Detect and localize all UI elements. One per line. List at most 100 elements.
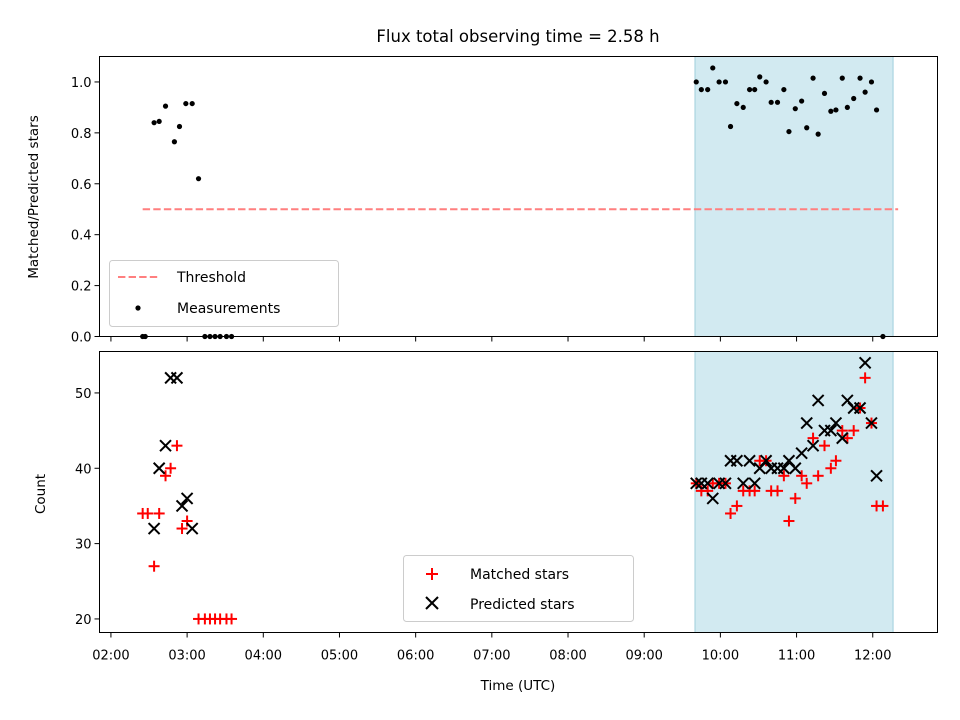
legend-matched-label: Matched stars [470, 567, 569, 583]
measurement-point [171, 139, 178, 145]
legend-predicted-label: Predicted stars [470, 597, 575, 613]
predicted-star-point [175, 499, 189, 513]
predicted-star-point [701, 477, 714, 490]
matched-star-point [836, 425, 848, 437]
legend-predicted-swatch [425, 596, 439, 610]
measurement-point [698, 86, 704, 93]
y-tick-label: 40 [75, 462, 92, 477]
measurement-point [862, 89, 868, 95]
matched-star-point [153, 507, 165, 519]
y-tick-label: 30 [75, 538, 92, 553]
measurement-point [752, 86, 758, 93]
y-tick-label: 0.6 [71, 178, 92, 193]
matched-star-point [848, 425, 860, 437]
shaded-interval [694, 56, 894, 337]
measurement-point [810, 75, 816, 81]
measurement-point [705, 86, 711, 93]
matched-star-point [226, 613, 238, 625]
y-tick-label: 50 [75, 387, 92, 402]
matched-star-point [812, 470, 824, 482]
measurement-point [162, 103, 169, 109]
measurement-point [844, 104, 850, 111]
ratio-legend-box [109, 260, 339, 327]
observing-window-shade [694, 56, 894, 337]
matched-star-point [176, 523, 188, 535]
matched-star-point [859, 372, 871, 384]
measurement-point [151, 120, 157, 126]
predicted-star-point [800, 416, 813, 430]
predicted-star-point [185, 522, 199, 535]
ratio-y-ticks: 0.0 0.2 0.4 0.6 0.8 1.0 [71, 76, 100, 346]
predicted-star-point [737, 477, 750, 490]
predicted-star-point [865, 416, 878, 430]
measurement-point [176, 123, 183, 130]
y-tick-label: 20 [75, 613, 92, 628]
observing-window-shade [694, 351, 894, 633]
shaded-interval [694, 351, 894, 633]
count-x-ticks: 02:00 03:00 04:00 05:00 06:00 07:00 08:00 09:00… [92, 632, 891, 664]
legend-threshold-label: Threshold [176, 270, 246, 286]
measurement-point [851, 95, 857, 102]
ratio-x-ticks [110, 336, 874, 342]
measurement-point [839, 75, 845, 81]
x-tick-label: 02:00 [92, 649, 129, 664]
legend-measurements-label: Measurements [177, 301, 280, 317]
ratio-panel-frame [99, 56, 938, 337]
predicted-star-point [159, 439, 172, 452]
measurement-point [873, 107, 880, 113]
y-tick-label: 0.0 [71, 331, 92, 346]
figure-title: Flux total observing time = 2.58 h [376, 27, 659, 46]
matched-star-point [807, 432, 819, 444]
measurement-point [857, 75, 863, 81]
predicted-star-point [836, 431, 849, 445]
legend-measurements-swatch [135, 305, 141, 311]
x-tick-label: 07:00 [473, 649, 510, 664]
predicted-star-point [730, 454, 744, 467]
predicted-star-point [706, 492, 719, 505]
predicted-star-point [759, 454, 773, 467]
predicted-star-point [795, 446, 808, 460]
measurement-point [774, 99, 781, 105]
count-panel-frame [99, 351, 938, 633]
predicted-star-point [777, 462, 791, 475]
matched-star-point [731, 500, 743, 512]
measurement-point [792, 106, 798, 112]
matched-star-point [725, 507, 737, 519]
predicted-star-point [719, 477, 732, 490]
predicted-star-point [147, 522, 161, 535]
predicted-star-point [824, 424, 838, 437]
x-tick-label: 03:00 [168, 649, 205, 664]
count-y-ticks: 20 30 40 50 [75, 387, 100, 628]
measurement-point [763, 79, 769, 85]
predicted-star-point [180, 492, 194, 505]
y-tick-label: 0.2 [71, 280, 92, 295]
ratio-panel: 0.0 0.2 0.4 0.6 0.8 1.0 Matched/Predicted sta… [26, 56, 938, 346]
predicted-star-point [789, 462, 802, 475]
measurement-point [821, 90, 828, 97]
matched-star-point [818, 440, 830, 452]
predicted-star-point [152, 462, 166, 475]
x-tick-label: 05:00 [321, 649, 358, 664]
measurement-point [815, 131, 821, 137]
count-legend: Matched stars Predicted stars [403, 555, 634, 622]
measurement-point [768, 99, 774, 105]
measurement-point [727, 123, 734, 130]
x-tick-label: 08:00 [549, 649, 586, 664]
measurement-point [804, 125, 810, 131]
count-y-axis-label: Count [33, 474, 49, 514]
y-tick-label: 0.4 [71, 229, 92, 244]
matched-star-point [772, 485, 784, 497]
y-tick-label: 0.8 [71, 127, 92, 142]
measurement-point [868, 79, 875, 85]
predicted-star-point [870, 469, 883, 483]
measurement-point [740, 104, 746, 111]
measurement-point [710, 65, 716, 71]
predicted-star-point [170, 371, 184, 385]
measurement-point [734, 100, 740, 107]
measurement-point [828, 108, 834, 114]
matched-star-point [165, 462, 177, 474]
x-tick-label: 04:00 [245, 649, 282, 664]
measurement-point [786, 128, 792, 135]
